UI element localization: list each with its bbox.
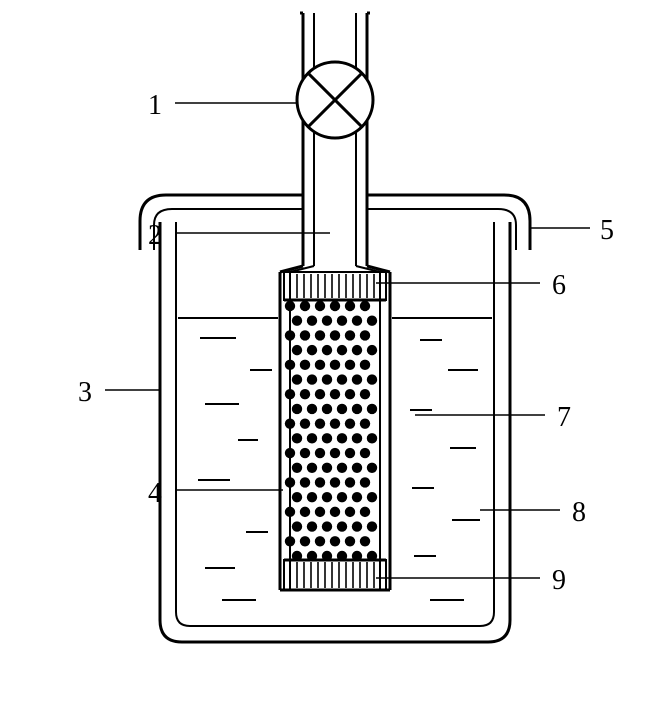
label-4: 4 [148,478,162,510]
label-7: 7 [557,402,571,434]
label-2: 2 [148,220,162,252]
label-8: 8 [572,497,586,529]
label-1: 1 [148,90,162,122]
label-3: 3 [78,377,92,409]
label-5: 5 [600,215,614,247]
label-6: 6 [552,270,566,302]
label-9: 9 [552,565,566,597]
diagram-svg [0,0,669,709]
